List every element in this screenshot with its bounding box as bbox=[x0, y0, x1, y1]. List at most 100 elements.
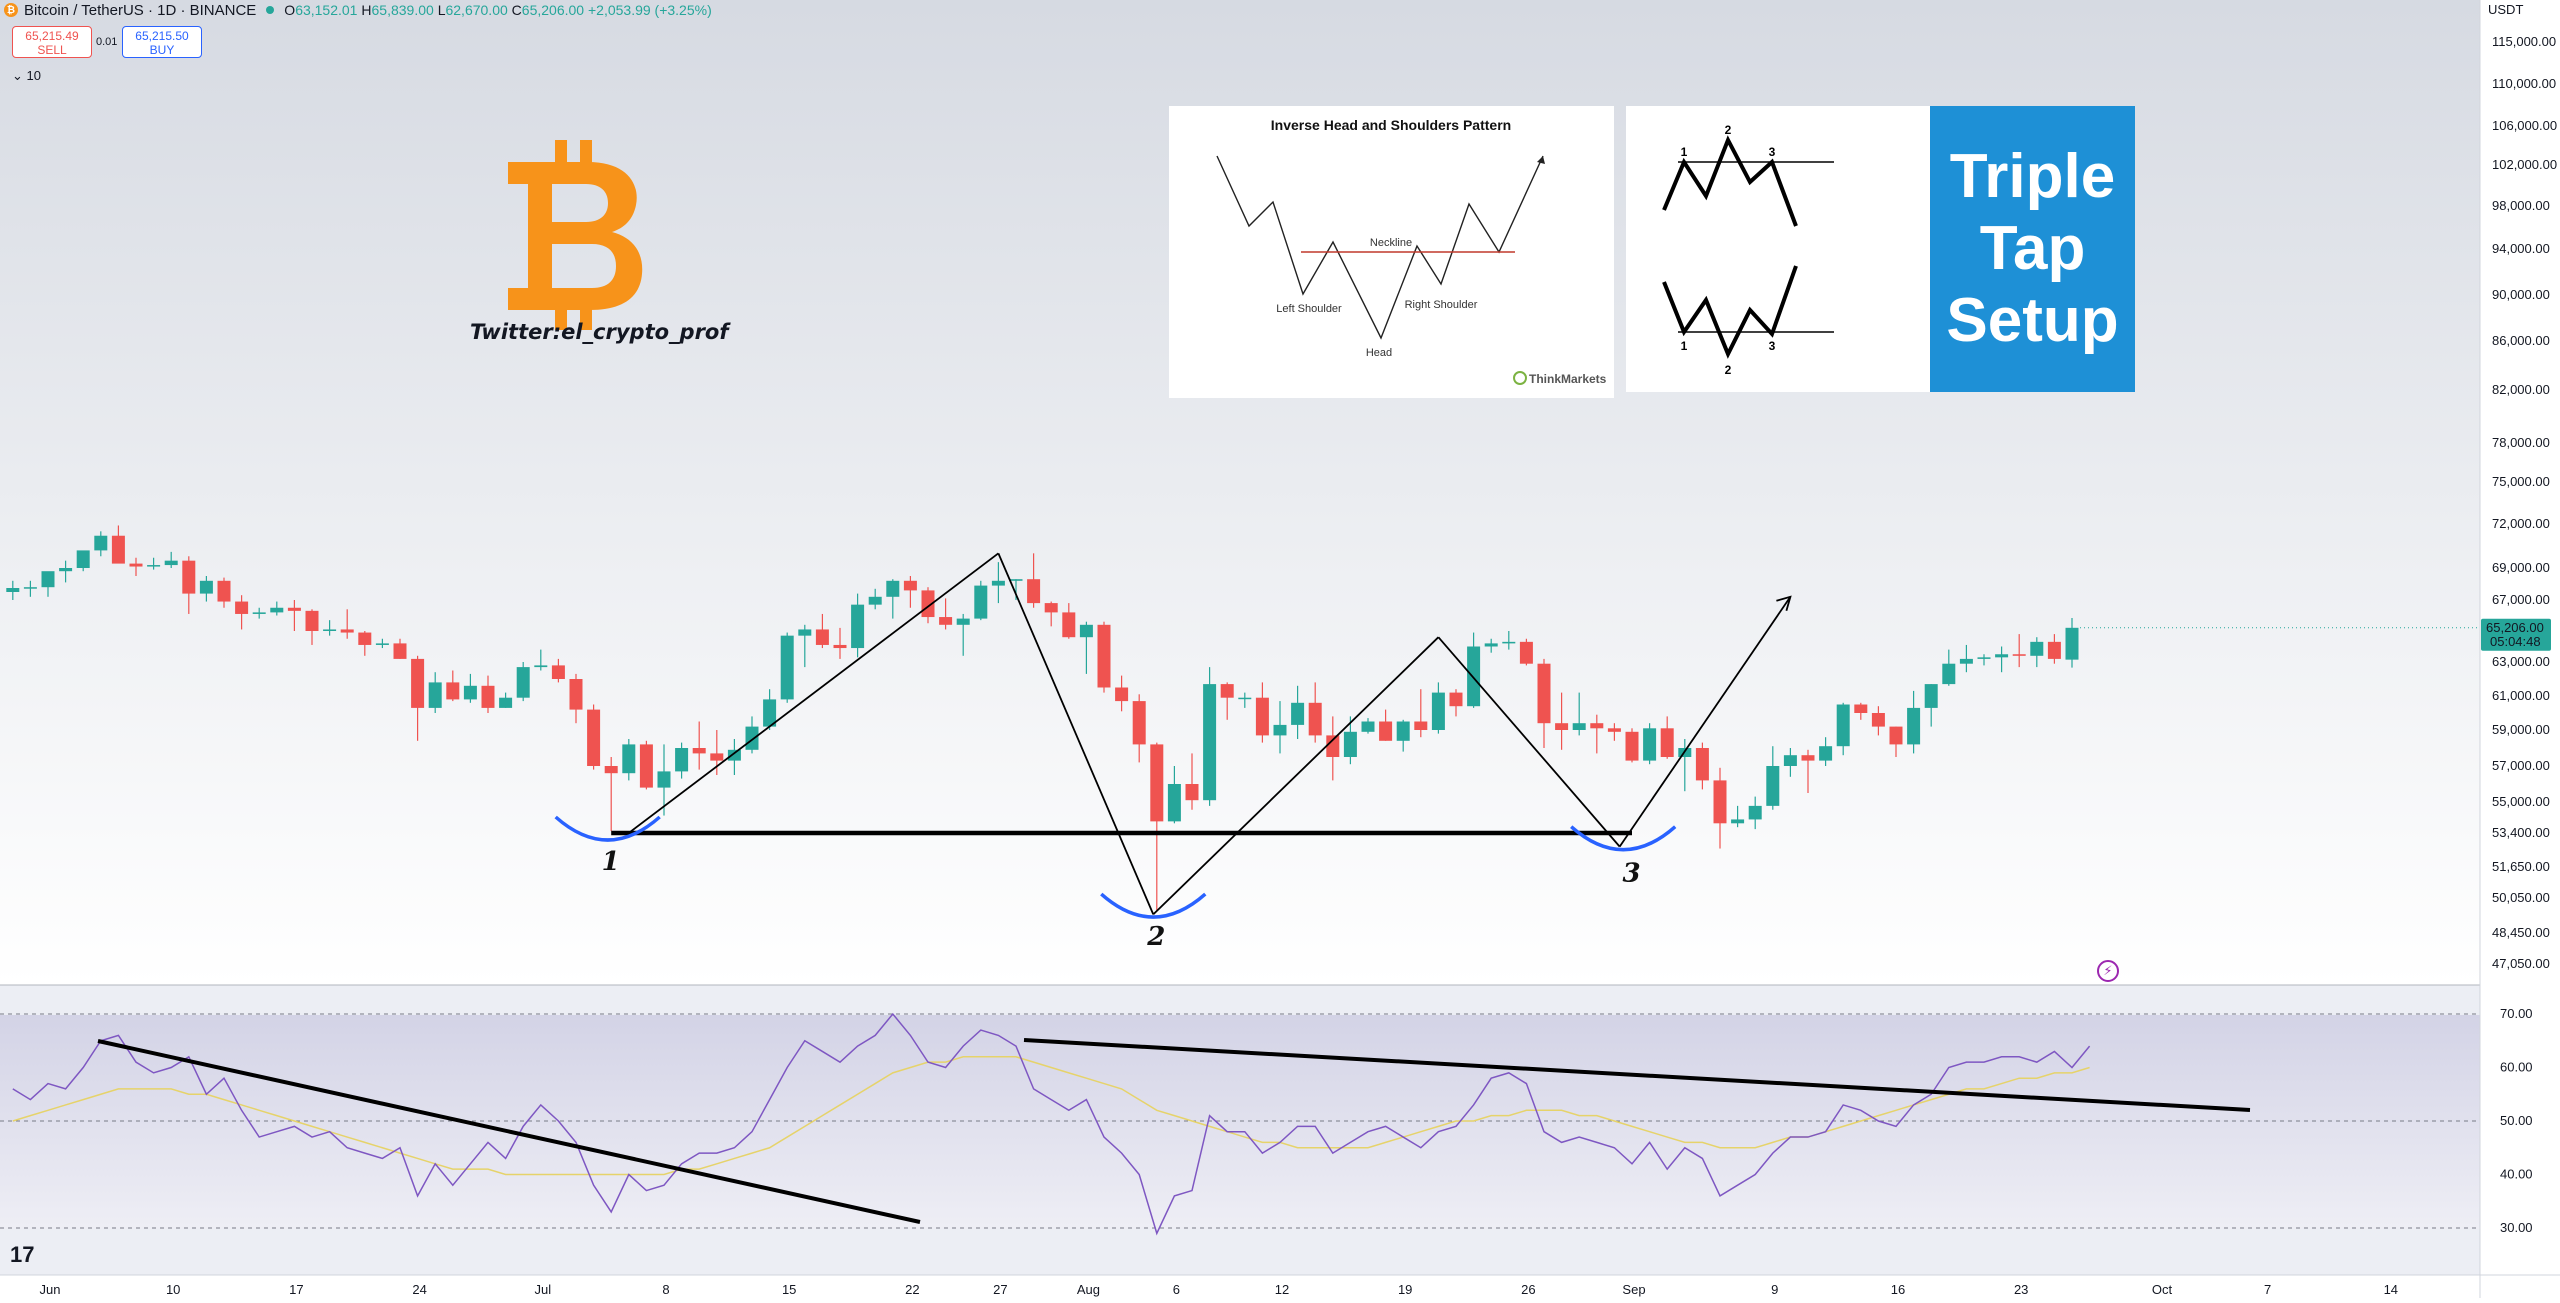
candle-body bbox=[1519, 641, 1533, 664]
tt-bottom-num-3: 3 bbox=[1769, 339, 1776, 353]
candle-body bbox=[446, 682, 460, 700]
ihs-head-label: Head bbox=[1366, 347, 1392, 359]
time-tick-label: 15 bbox=[782, 1282, 796, 1297]
price-tick-label: 78,000.00 bbox=[2492, 435, 2550, 450]
ihs-left-label: Left Shoulder bbox=[1276, 303, 1342, 315]
price-tick-label: 115,000.00 bbox=[2492, 34, 2556, 49]
candle-body bbox=[252, 612, 266, 614]
price-axis[interactable]: 115,000.00 110,000.00 106,000.00 102,000.00… bbox=[2080, 2, 2557, 971]
candle-body bbox=[1449, 692, 1463, 707]
symbol-title[interactable]: Bitcoin / TetherUS · 1D · BINANCE bbox=[24, 1, 257, 19]
tap-2-label: 2 bbox=[1146, 922, 1165, 952]
candle-body bbox=[1044, 603, 1058, 613]
triple-tap-title-card: Triple Tap Setup bbox=[1930, 106, 2135, 392]
price-tick-label: 82,000.00 bbox=[2492, 382, 2550, 397]
rsi-trendline-1 bbox=[97, 1039, 921, 1224]
candle-body bbox=[481, 685, 495, 708]
tt-bottom-num-2: 2 bbox=[1725, 363, 1732, 377]
candle-body bbox=[1942, 663, 1956, 685]
candle-body bbox=[23, 587, 37, 589]
rsi-tick-label: 30.00 bbox=[2500, 1220, 2533, 1235]
price-tick-label: 47,050.00 bbox=[2492, 956, 2550, 971]
indicators-count: 10 bbox=[26, 68, 41, 83]
candle-body bbox=[745, 726, 759, 750]
candle-body bbox=[270, 607, 284, 613]
sell-price: 65,215.49 bbox=[25, 29, 79, 43]
candle-body bbox=[129, 563, 143, 567]
candle-body bbox=[1502, 641, 1516, 644]
tap-3-arc bbox=[1570, 825, 1677, 852]
rsi-line bbox=[12, 1012, 2091, 1236]
candle-body bbox=[1379, 721, 1393, 741]
rsi-axis[interactable]: 70.00 60.00 50.00 40.00 30.00 bbox=[2500, 1006, 2533, 1235]
candles-group bbox=[6, 525, 2079, 911]
candle-body bbox=[1889, 726, 1903, 745]
price-tick-label: 86,000.00 bbox=[2492, 333, 2550, 348]
pattern-drawings[interactable]: 1 2 3 bbox=[554, 552, 1792, 952]
candle-body bbox=[1185, 784, 1199, 801]
tt-bottom-num-1: 1 bbox=[1681, 339, 1688, 353]
rsi-tick-label: 60.00 bbox=[2500, 1060, 2533, 1075]
price-tag-box bbox=[2481, 618, 2551, 651]
open-value: 63,152.01 bbox=[295, 2, 358, 18]
indicators-toggle[interactable]: ⌄ 10 bbox=[12, 68, 41, 83]
price-tick-label: 59,000.00 bbox=[2492, 722, 2550, 737]
candle-body bbox=[199, 580, 213, 594]
price-tick-label: 57,000.00 bbox=[2492, 758, 2550, 773]
time-tick-label: 6 bbox=[1173, 1282, 1180, 1297]
candle-body bbox=[340, 629, 354, 633]
price-tick-label: 110,000.00 bbox=[2492, 76, 2556, 91]
price-tick-label: 63,000.00 bbox=[2492, 654, 2550, 669]
sell-button[interactable]: 65,215.49 SELL bbox=[12, 26, 92, 58]
time-tick-label: 9 bbox=[1771, 1282, 1778, 1297]
candle-body bbox=[974, 585, 988, 619]
candle-body bbox=[1537, 663, 1551, 724]
ihs-arrow-icon bbox=[1537, 156, 1545, 164]
candle-body bbox=[1308, 702, 1322, 736]
candle-body bbox=[1431, 692, 1445, 730]
candle-body bbox=[1977, 657, 1991, 659]
price-tick-label: 106,000.00 bbox=[2492, 118, 2557, 133]
candle-body bbox=[499, 697, 513, 708]
candle-body bbox=[1713, 780, 1727, 824]
leg-4-down bbox=[1437, 636, 1621, 848]
candle-body bbox=[1625, 731, 1639, 761]
twitter-handle: Twitter:el_crypto_prof bbox=[470, 320, 729, 344]
time-tick-label: Jun bbox=[40, 1282, 61, 1297]
leg-1-up bbox=[628, 552, 999, 834]
lightning-icon[interactable]: ⚡ bbox=[2097, 960, 2119, 982]
candle-body bbox=[903, 580, 917, 591]
time-tick-label: Aug bbox=[1077, 1282, 1100, 1297]
candle-body bbox=[2047, 641, 2061, 659]
candle-body bbox=[1062, 612, 1076, 638]
buy-button[interactable]: 65,215.50 BUY bbox=[122, 26, 202, 58]
price-tag-value: 65,206.00 bbox=[2486, 620, 2544, 635]
candle-body bbox=[868, 596, 882, 605]
candle-body bbox=[1748, 805, 1762, 820]
candle-body bbox=[1959, 658, 1973, 664]
candle-body bbox=[851, 604, 865, 649]
rsi-group bbox=[0, 1012, 2480, 1236]
ihs-neckline-label: Neckline bbox=[1370, 237, 1412, 249]
candle-body bbox=[1027, 579, 1041, 604]
candle-body bbox=[1291, 702, 1305, 725]
tt-top-num-2: 2 bbox=[1725, 123, 1732, 137]
candle-body bbox=[1590, 723, 1604, 729]
candle-body bbox=[1361, 721, 1375, 732]
ihs-diagram: Inverse Head and Shoulders Pattern Neckl… bbox=[1216, 117, 1607, 386]
rsi-trendline-2 bbox=[1023, 1038, 2251, 1112]
rsi-band bbox=[0, 1015, 2480, 1229]
price-tick-label: 102,000.00 bbox=[2492, 157, 2557, 172]
ihs-right-label: Right Shoulder bbox=[1405, 299, 1478, 311]
tradingview-logo-icon[interactable]: 17 bbox=[10, 1242, 35, 1267]
price-tick-label: 69,000.00 bbox=[2492, 560, 2550, 575]
candle-body bbox=[182, 560, 196, 594]
candle-body bbox=[1783, 755, 1797, 766]
candle-body bbox=[428, 682, 442, 708]
time-axis[interactable]: Jun 10 17 24 Jul 8 15 22 27 Aug 6 12 19 26 Sep 9 16 23 Oct… bbox=[40, 1282, 2399, 1297]
close-label: C bbox=[511, 2, 522, 18]
symbol-info[interactable]: ₿ Bitcoin / TetherUS · 1D · BINANCE bbox=[0, 2, 256, 19]
open-label: O bbox=[284, 2, 296, 18]
candle-body bbox=[411, 658, 425, 708]
candle-body bbox=[1326, 735, 1340, 757]
